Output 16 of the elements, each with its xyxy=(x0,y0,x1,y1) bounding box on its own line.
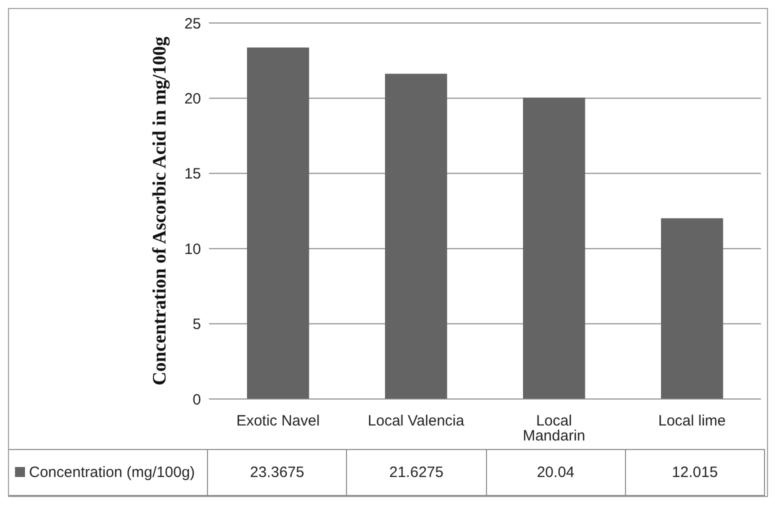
y-tick-label: 5 xyxy=(192,316,201,334)
y-tick-label: 0 xyxy=(192,391,201,408)
x-tick-label: Local lime xyxy=(658,412,726,430)
data-label: 20.04 xyxy=(486,450,626,496)
y-tick-label: 15 xyxy=(184,166,201,183)
data-label: 12.015 xyxy=(625,450,764,496)
y-tick-label: 25 xyxy=(184,15,201,32)
x-tick-label: Local Mandarin xyxy=(522,412,586,445)
y-tick-label: 10 xyxy=(184,240,201,258)
y-tick-label: 20 xyxy=(184,90,201,108)
data-label: 21.6275 xyxy=(346,450,486,496)
y-axis-title: Concentration of Ascorbic Acid in mg/100g xyxy=(150,36,171,386)
data-label: 23.3675 xyxy=(208,450,347,496)
legend-label: Concentration (mg/100g) xyxy=(9,450,208,496)
x-tick-label: Local Valencia xyxy=(368,412,465,430)
x-tick-label: Exotic Navel xyxy=(236,412,320,430)
